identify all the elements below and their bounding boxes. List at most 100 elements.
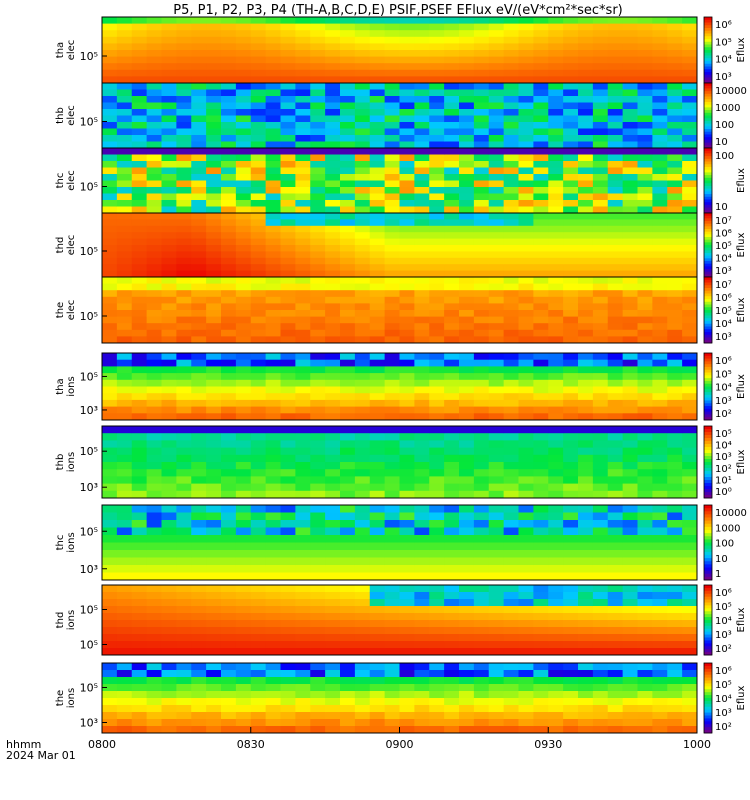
heat-cell: [429, 670, 445, 678]
heat-cell: [563, 572, 579, 581]
heat-cell: [607, 520, 624, 528]
heat-cell: [221, 219, 237, 227]
heat-cell: [176, 677, 192, 685]
heat-cell: [176, 141, 192, 149]
heat-cell: [459, 406, 475, 414]
heat-cell: [533, 512, 549, 521]
heat-cell: [310, 648, 326, 656]
heat-cell: [221, 109, 237, 116]
heat-cell: [146, 89, 162, 97]
heat-cell: [176, 290, 192, 298]
heat-cell: [578, 161, 594, 168]
heat-cell: [102, 251, 118, 259]
heat-cell: [102, 557, 118, 566]
heat-cell: [518, 440, 534, 448]
heat-cell: [682, 606, 698, 614]
heat-cell: [102, 677, 118, 685]
heat-cell: [533, 167, 549, 175]
heat-cell: [429, 219, 445, 227]
heat-cell: [667, 399, 683, 407]
heat-cell: [131, 359, 148, 367]
heat-cell: [340, 483, 356, 492]
heat-cell: [206, 50, 222, 57]
colorbar-swatch: [704, 175, 712, 179]
colorbar-swatch: [704, 307, 712, 311]
heat-cell: [667, 663, 683, 671]
heat-cell: [131, 206, 148, 214]
heat-cell: [533, 206, 549, 214]
heat-cell: [488, 245, 505, 252]
heat-cell: [533, 232, 549, 239]
heat-cell: [473, 565, 490, 573]
heat-cell: [518, 462, 534, 470]
heat-cell: [295, 128, 311, 136]
heat-cell: [384, 719, 400, 727]
heat-cell: [563, 225, 579, 233]
heat-cell: [592, 698, 609, 706]
heat-cell: [444, 109, 460, 116]
heat-cell: [295, 406, 311, 414]
heat-cell: [280, 167, 296, 175]
heat-cell: [295, 535, 311, 543]
heat-cell: [265, 634, 281, 642]
heat-cell: [637, 17, 653, 24]
heat-cell: [310, 303, 326, 311]
heat-cell: [622, 193, 638, 201]
heat-cell: [250, 180, 267, 188]
heat-cell: [102, 167, 118, 175]
heat-cell: [459, 213, 475, 220]
heat-cell: [206, 433, 222, 441]
heat-cell: [518, 83, 534, 90]
heat-cell: [310, 512, 326, 521]
heat-cell: [265, 620, 281, 628]
heat-cell: [146, 634, 162, 642]
heat-cell: [429, 550, 445, 558]
heat-cell: [235, 257, 252, 265]
heat-cell: [667, 535, 683, 543]
heat-cell: [473, 373, 490, 381]
heat-cell: [578, 399, 594, 407]
heat-cell: [622, 520, 638, 528]
heat-cell: [191, 193, 207, 201]
heat-cell: [354, 698, 371, 706]
heat-cell: [652, 102, 668, 110]
heat-cell: [459, 454, 475, 463]
colorbar-tick-label: 1: [715, 569, 721, 580]
heat-cell: [563, 50, 579, 57]
heat-cell: [637, 251, 653, 259]
heat-cell: [652, 89, 668, 97]
heat-cell: [161, 705, 177, 713]
heat-cell: [592, 670, 609, 678]
heat-cell: [637, 109, 653, 116]
heat-cell: [116, 620, 133, 628]
heat-cell: [221, 245, 237, 252]
heat-cell: [473, 606, 490, 614]
colorbar-swatch: [704, 576, 712, 581]
heat-cell: [384, 705, 400, 713]
heat-cell: [682, 440, 698, 448]
heat-cell: [250, 76, 267, 84]
heat-cell: [131, 469, 148, 477]
heat-cell: [369, 264, 386, 271]
heat-cell: [533, 505, 549, 513]
heat-cell: [682, 490, 698, 499]
heat-cell: [191, 698, 207, 706]
heat-cell: [592, 454, 609, 463]
heat-cell: [607, 353, 624, 361]
heat-cell: [191, 399, 207, 407]
heat-cell: [369, 613, 386, 621]
heat-cell: [592, 115, 609, 123]
colorbar-swatch: [704, 55, 712, 59]
heat-cell: [592, 462, 609, 470]
heat-cell: [295, 174, 311, 181]
heat-cell: [533, 535, 549, 543]
heat-cell: [548, 296, 564, 304]
heat-cell: [280, 634, 296, 642]
colorbar-tick-label: 10: [715, 137, 728, 148]
heat-cell: [533, 648, 549, 656]
heat-cell: [548, 213, 564, 220]
heat-cell: [622, 251, 638, 259]
heat-cell: [221, 550, 237, 558]
heat-cell: [265, 698, 281, 706]
heat-cell: [235, 193, 252, 201]
